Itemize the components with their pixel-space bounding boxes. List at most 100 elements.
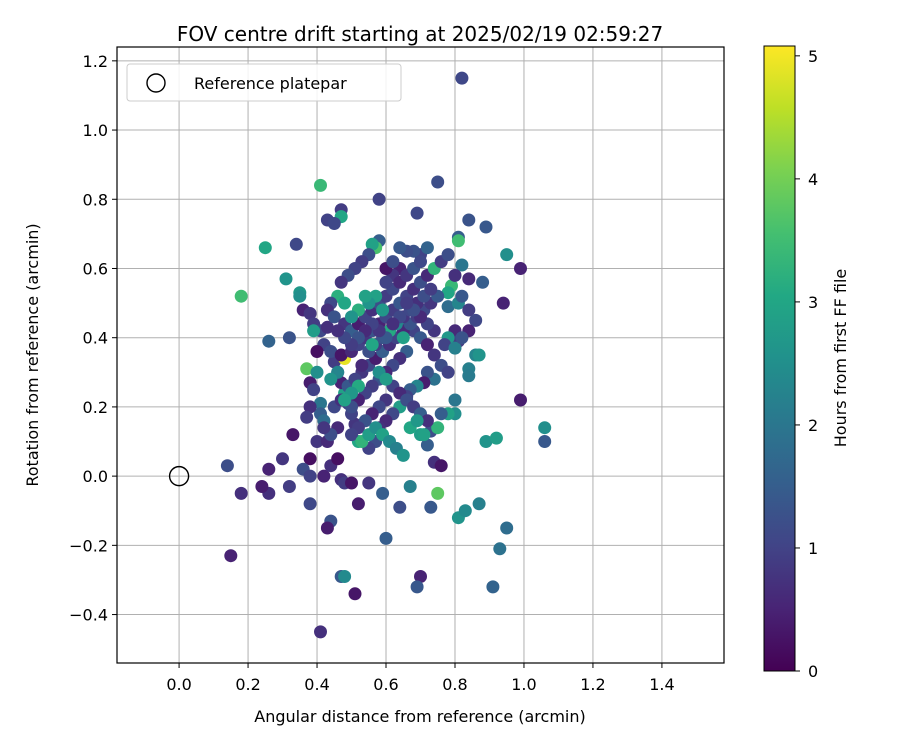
x-tick-label: 0.6 xyxy=(373,675,398,694)
x-tick-label: 0.8 xyxy=(442,675,467,694)
data-point xyxy=(224,549,238,563)
data-point xyxy=(262,334,276,348)
legend-entry-label: Reference platepar xyxy=(194,74,347,93)
data-point xyxy=(431,421,445,435)
data-point xyxy=(286,428,300,442)
data-point xyxy=(282,480,296,493)
data-point xyxy=(282,331,296,345)
data-point xyxy=(441,286,455,300)
data-point xyxy=(431,175,445,189)
data-point xyxy=(258,241,272,255)
data-point xyxy=(441,248,455,262)
data-point xyxy=(493,542,507,556)
data-point xyxy=(379,531,393,545)
data-point xyxy=(303,400,317,414)
data-point xyxy=(396,331,410,345)
data-point xyxy=(431,486,445,500)
legend: Reference platepar xyxy=(126,63,402,102)
data-point xyxy=(355,358,369,372)
data-point xyxy=(455,71,469,85)
data-point xyxy=(403,480,417,493)
data-point xyxy=(417,428,431,442)
data-point xyxy=(424,282,438,296)
data-point xyxy=(396,448,410,462)
y-tick-label: 1.0 xyxy=(83,121,108,140)
data-point xyxy=(410,414,424,428)
data-point xyxy=(262,462,276,476)
data-point xyxy=(362,476,376,490)
data-point xyxy=(420,241,434,255)
data-point xyxy=(462,213,476,227)
data-point xyxy=(327,217,341,230)
data-point xyxy=(293,289,307,303)
data-point xyxy=(514,393,527,407)
data-point xyxy=(365,338,379,352)
data-point xyxy=(345,428,358,442)
data-point xyxy=(462,272,476,286)
data-point xyxy=(472,348,486,362)
reference-platepar-marker xyxy=(168,465,190,487)
data-point xyxy=(365,237,379,251)
chart-title: FOV centre drift starting at 2025/02/19 … xyxy=(177,22,663,46)
data-point xyxy=(414,570,427,583)
data-point xyxy=(310,365,324,379)
data-point xyxy=(379,372,393,386)
data-point xyxy=(234,289,248,303)
data-point xyxy=(376,486,390,500)
data-point xyxy=(458,504,472,518)
data-point xyxy=(476,275,490,289)
colorbar-tick-label: 0 xyxy=(808,662,818,681)
data-point xyxy=(489,431,503,445)
data-point xyxy=(434,459,448,473)
y-tick-label: 1.2 xyxy=(83,52,108,71)
y-tick-label: 0.8 xyxy=(83,190,108,209)
data-point xyxy=(276,452,289,466)
x-tick-label: 1.2 xyxy=(580,675,605,694)
data-point xyxy=(462,369,476,383)
data-point xyxy=(300,410,314,424)
y-tick-label: 0.4 xyxy=(83,329,108,348)
data-point xyxy=(441,365,455,379)
data-point xyxy=(496,296,510,310)
data-point xyxy=(307,324,321,338)
data-point xyxy=(317,421,331,435)
data-point xyxy=(334,275,348,289)
data-point xyxy=(420,365,434,379)
data-point xyxy=(448,341,462,355)
data-point xyxy=(414,255,427,269)
data-point xyxy=(486,580,500,594)
data-point xyxy=(420,438,434,452)
legend-box xyxy=(126,63,402,102)
data-point xyxy=(379,275,393,289)
y-tick-label: −0.4 xyxy=(69,606,108,625)
colorbar-tick-label: 2 xyxy=(808,416,818,435)
data-point xyxy=(310,345,324,358)
data-point xyxy=(514,262,527,275)
data-point xyxy=(317,469,331,483)
data-point xyxy=(455,331,469,345)
data-point xyxy=(424,500,438,514)
data-point xyxy=(320,320,334,334)
data-point xyxy=(462,303,476,317)
legend-marker-hollow-circle xyxy=(146,73,166,93)
data-point xyxy=(334,348,348,362)
data-point xyxy=(338,296,352,310)
data-point xyxy=(303,307,317,320)
colorbar-gradient xyxy=(763,45,796,672)
data-point xyxy=(455,289,469,303)
colorbar-ticks: 0 1 2 3 4 5 xyxy=(795,47,818,681)
colorbar-tick-label: 3 xyxy=(808,293,818,312)
x-axis-ticks: 0.0 0.2 0.4 0.6 0.8 1.0 1.2 1.4 xyxy=(166,663,675,694)
data-point xyxy=(300,362,314,376)
data-point xyxy=(255,480,269,493)
data-point xyxy=(500,521,514,535)
data-point xyxy=(441,300,455,314)
y-tick-label: 0.6 xyxy=(83,259,108,278)
x-tick-label: 0.0 xyxy=(166,675,191,694)
data-point xyxy=(451,234,465,248)
data-point xyxy=(420,414,434,428)
y-tick-label: −0.2 xyxy=(69,536,108,555)
data-point xyxy=(500,248,514,262)
points-layer xyxy=(168,71,552,639)
